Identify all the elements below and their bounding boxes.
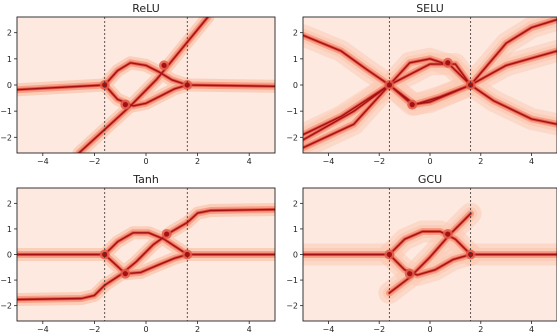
hotspot-core-3 <box>184 251 190 258</box>
y-tick-label: 2 <box>7 199 12 208</box>
chart-title: ReLU <box>132 2 160 15</box>
x-tick-label: −4 <box>323 325 335 332</box>
hotspot-core-1 <box>161 62 167 68</box>
hotspot-core-3 <box>468 251 474 258</box>
hotspot-core-1 <box>164 231 170 237</box>
density-curve-1-band-3 <box>303 63 557 136</box>
density-curve-4-band-3 <box>78 17 209 153</box>
density-curve-3-band-3 <box>303 84 472 149</box>
panel-selu: −4 −2 0 2 4 −2 −1 0 1 2 SELU <box>286 2 557 166</box>
density-curve-3-band-3 <box>104 84 188 107</box>
x-tick-label: 2 <box>195 325 200 332</box>
panel-tanh: −4 −2 0 2 4 −2 −1 0 1 2 Tanh <box>0 173 276 332</box>
panel-relu: −4 −2 0 2 4 −2 −1 0 1 2 ReLU <box>0 2 276 166</box>
x-tick-label: −4 <box>323 157 335 166</box>
y-tick-label: 0 <box>293 251 298 260</box>
y-tick-label: 1 <box>293 55 298 64</box>
density-curve-4-band-3 <box>104 232 188 256</box>
x-tick-label: −2 <box>89 325 101 332</box>
y-tick-label: −2 <box>0 302 12 311</box>
x-tick-label: −2 <box>373 325 385 332</box>
chart-title: Tanh <box>132 173 159 186</box>
density-curve-4-band-3 <box>388 212 472 294</box>
x-tick-label: 2 <box>195 157 200 166</box>
x-tick-label: 2 <box>478 157 483 166</box>
y-tick-label: 0 <box>7 81 12 90</box>
x-tick-label: −4 <box>37 157 49 166</box>
hotspot-core-1 <box>445 231 451 237</box>
y-tick-label: −1 <box>286 107 298 116</box>
y-tick-label: 0 <box>7 251 12 260</box>
x-tick-label: 4 <box>247 325 252 332</box>
y-tick-label: −2 <box>286 133 298 142</box>
hotspot-core-2 <box>409 102 415 108</box>
panel-gcu: −4 −2 0 2 4 −2 −1 0 1 2 GCU <box>286 173 557 332</box>
x-tick-label: 4 <box>247 157 252 166</box>
density-layer <box>303 17 557 153</box>
density-curve-1-band-3 <box>186 84 275 87</box>
y-tick-label: −2 <box>0 133 12 142</box>
hotspot-core-2 <box>102 251 108 258</box>
y-tick-label: 1 <box>293 225 298 234</box>
density-curve-2-band-3 <box>17 284 106 301</box>
x-tick-label: 4 <box>529 325 534 332</box>
y-tick-label: 2 <box>293 199 298 208</box>
y-tick-label: 1 <box>7 55 12 64</box>
x-tick-label: 4 <box>529 157 534 166</box>
x-tick-label: 0 <box>143 325 148 332</box>
x-tick-label: 0 <box>143 157 148 166</box>
chart-title: GCU <box>418 173 442 186</box>
y-tick-label: −1 <box>0 276 12 285</box>
density-curve-2-band-3 <box>303 18 557 141</box>
density-curve-2-band-3 <box>104 62 188 86</box>
density-curve-0-band-3 <box>17 84 106 91</box>
y-tick-label: −1 <box>0 107 12 116</box>
chart-title: SELU <box>416 2 444 15</box>
density-layer <box>17 17 275 153</box>
density-curve-6-band-3 <box>104 221 188 286</box>
density-layer <box>303 202 557 304</box>
y-tick-label: −2 <box>286 302 298 311</box>
density-curve-2-band-3 <box>388 230 472 256</box>
hotspot-core-0 <box>122 271 128 277</box>
y-tick-label: 2 <box>293 29 298 38</box>
y-tick-label: −1 <box>286 276 298 285</box>
y-tick-label: 1 <box>7 225 12 234</box>
x-tick-label: 0 <box>427 325 432 332</box>
hotspot-core-0 <box>407 271 413 277</box>
x-tick-label: −4 <box>37 325 49 332</box>
hotspot-core-0 <box>122 102 128 108</box>
hotspot-core-3 <box>445 60 451 66</box>
x-tick-label: −2 <box>89 157 101 166</box>
x-tick-label: −2 <box>373 157 385 166</box>
density-curve-3-band-3 <box>388 253 472 276</box>
x-tick-label: 0 <box>427 157 432 166</box>
density-layer <box>17 203 275 306</box>
hotspot-core-2 <box>386 251 392 258</box>
density-curve-3-band-3 <box>186 208 275 224</box>
y-tick-label: 2 <box>7 29 12 38</box>
y-tick-label: 0 <box>293 81 298 90</box>
x-tick-label: 2 <box>478 325 483 332</box>
